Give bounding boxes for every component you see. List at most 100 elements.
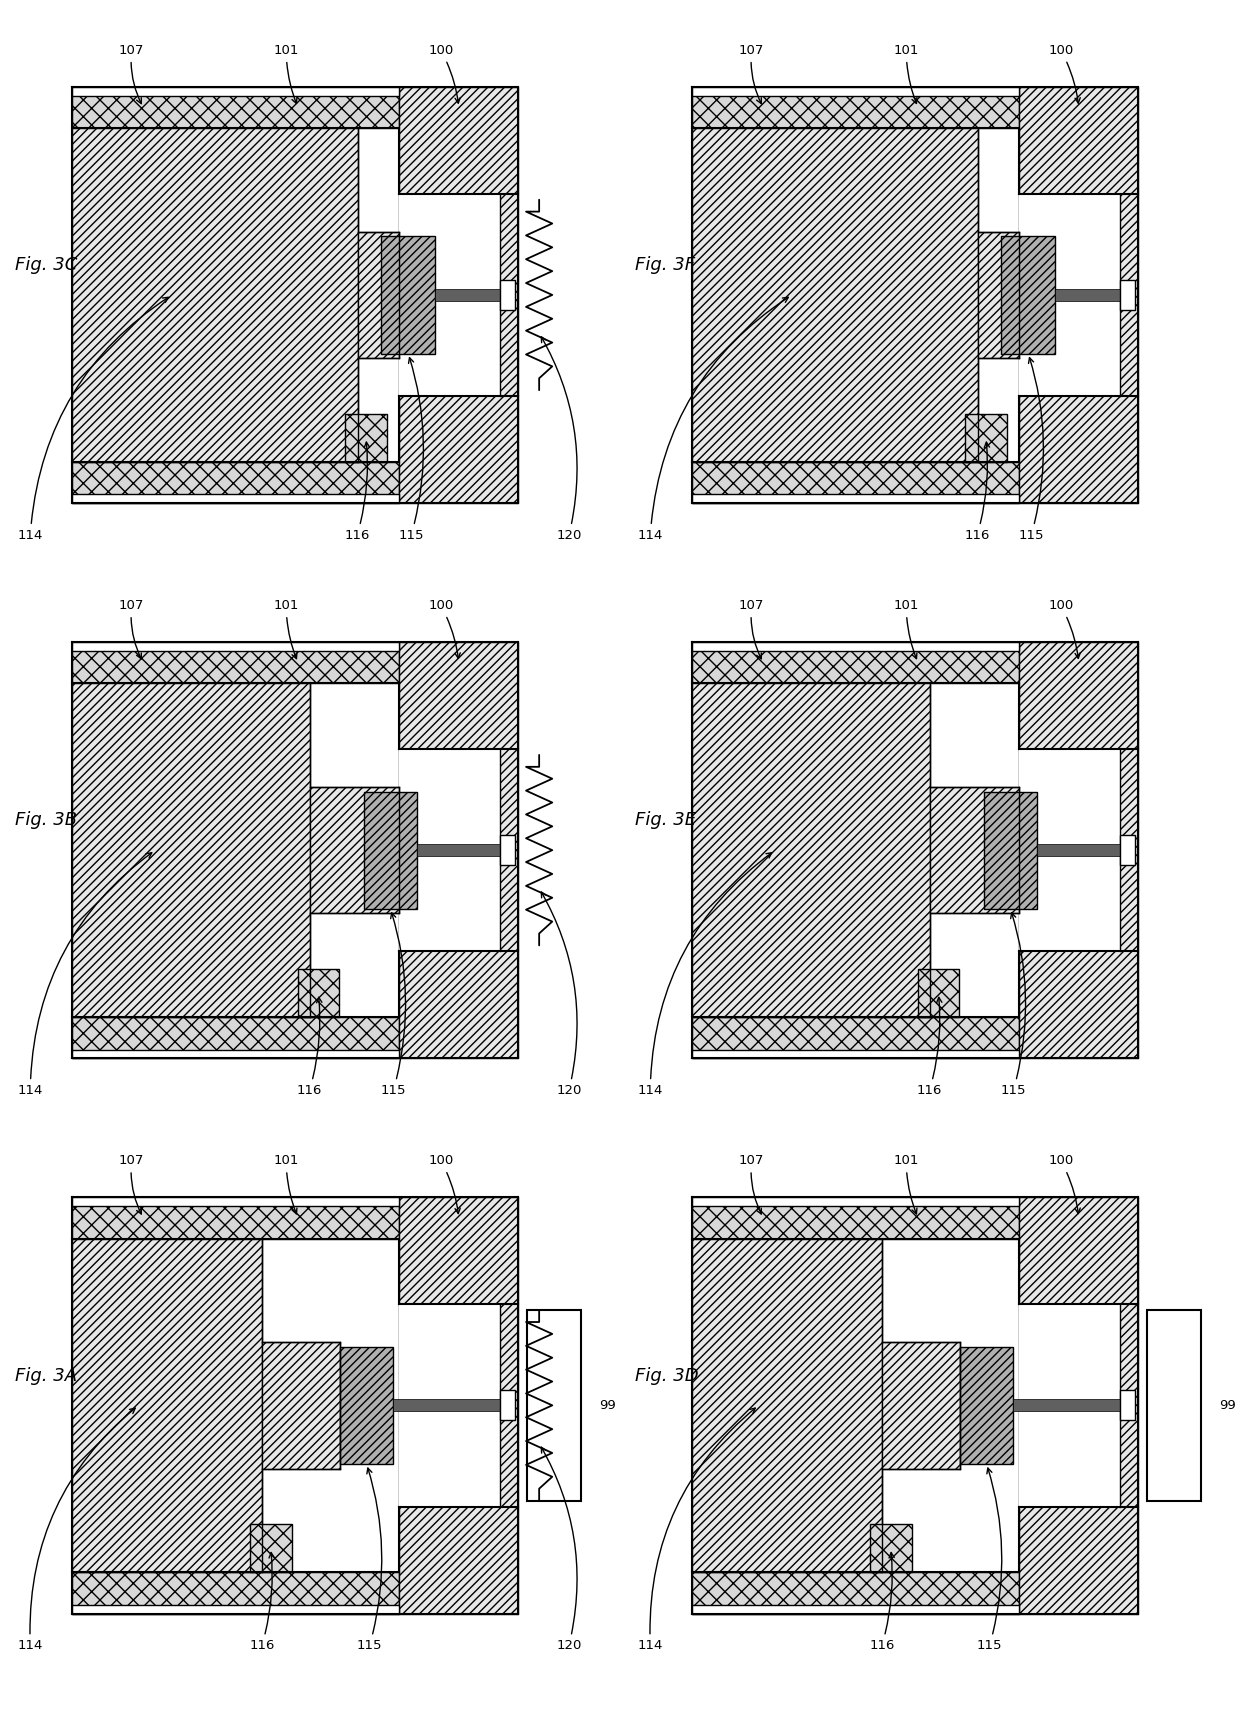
Bar xyxy=(1121,1390,1136,1421)
Text: 101: 101 xyxy=(274,1154,299,1214)
Bar xyxy=(357,231,399,359)
Bar xyxy=(72,642,399,684)
Text: 99: 99 xyxy=(599,1398,615,1412)
Text: 116: 116 xyxy=(869,1553,894,1652)
Text: 115: 115 xyxy=(1018,357,1044,541)
Text: 114: 114 xyxy=(17,852,151,1097)
Bar xyxy=(310,786,399,914)
Bar xyxy=(930,786,1019,914)
Bar xyxy=(692,1050,1019,1058)
Bar xyxy=(692,1197,1019,1206)
Bar xyxy=(298,970,340,1017)
Bar xyxy=(72,1239,263,1572)
Bar xyxy=(1121,835,1136,866)
Text: 107: 107 xyxy=(739,1154,764,1214)
Bar xyxy=(501,835,516,866)
Text: 101: 101 xyxy=(894,1154,919,1214)
Bar xyxy=(1055,290,1121,300)
Bar xyxy=(72,128,357,462)
Text: 100: 100 xyxy=(1048,43,1080,102)
Text: 107: 107 xyxy=(739,43,764,104)
Text: 116: 116 xyxy=(916,998,942,1097)
Bar xyxy=(1019,642,1138,1058)
Bar xyxy=(1019,87,1138,503)
Bar xyxy=(1121,279,1136,311)
Bar xyxy=(692,684,930,1017)
Text: 120: 120 xyxy=(542,1447,582,1652)
Bar xyxy=(692,1239,883,1572)
Bar xyxy=(692,1572,1019,1614)
Text: 115: 115 xyxy=(357,1468,382,1652)
Text: 100: 100 xyxy=(428,43,460,102)
Bar xyxy=(72,87,399,95)
Text: 107: 107 xyxy=(119,599,144,659)
Bar xyxy=(382,236,435,354)
Text: 114: 114 xyxy=(17,1409,135,1652)
Text: Fig. 3E: Fig. 3E xyxy=(635,812,697,829)
Text: Fig. 3B: Fig. 3B xyxy=(15,812,78,829)
Bar xyxy=(417,845,501,855)
Bar xyxy=(72,1572,399,1614)
Bar xyxy=(692,494,1019,503)
Bar xyxy=(72,462,399,503)
Bar xyxy=(965,415,1007,462)
Bar xyxy=(501,1390,516,1421)
Bar xyxy=(1019,750,1121,951)
Bar xyxy=(72,1197,399,1206)
Bar xyxy=(72,494,399,503)
Bar xyxy=(692,1197,1019,1239)
Text: 114: 114 xyxy=(17,297,169,541)
Bar xyxy=(501,279,516,311)
Text: 100: 100 xyxy=(1048,1154,1080,1213)
Bar xyxy=(399,642,518,1058)
Bar xyxy=(960,1346,1013,1464)
Bar xyxy=(692,87,1019,95)
Text: 107: 107 xyxy=(739,599,764,659)
Bar xyxy=(870,1525,911,1572)
Bar xyxy=(1002,236,1055,354)
Bar xyxy=(692,462,1019,503)
Bar xyxy=(393,1400,501,1411)
Text: 116: 116 xyxy=(249,1553,274,1652)
Text: 120: 120 xyxy=(542,337,582,541)
Bar xyxy=(692,642,1019,684)
Text: Fig. 3C: Fig. 3C xyxy=(15,257,78,274)
Text: Fig. 3A: Fig. 3A xyxy=(15,1367,78,1385)
Text: 100: 100 xyxy=(1048,599,1080,658)
Bar xyxy=(1147,1310,1200,1501)
Text: Fig. 3F: Fig. 3F xyxy=(635,257,696,274)
Text: 107: 107 xyxy=(119,43,144,104)
Bar xyxy=(72,684,310,1017)
Text: 115: 115 xyxy=(381,913,405,1097)
Text: 101: 101 xyxy=(274,599,299,659)
Text: 114: 114 xyxy=(637,1409,755,1652)
Bar xyxy=(918,970,960,1017)
Bar xyxy=(1013,1400,1121,1411)
Bar xyxy=(435,290,501,300)
Bar xyxy=(1019,1197,1138,1614)
Bar xyxy=(692,642,1019,651)
Text: 116: 116 xyxy=(296,998,322,1097)
Text: 116: 116 xyxy=(345,442,370,541)
Text: 115: 115 xyxy=(977,1468,1002,1652)
Text: 114: 114 xyxy=(637,297,789,541)
Text: 116: 116 xyxy=(965,442,990,541)
Bar xyxy=(1037,845,1121,855)
Bar xyxy=(1019,1305,1121,1506)
Text: 120: 120 xyxy=(542,892,582,1097)
Bar xyxy=(72,87,399,128)
Bar xyxy=(399,1197,518,1614)
Text: 107: 107 xyxy=(119,1154,144,1214)
Bar xyxy=(1019,194,1121,396)
Bar xyxy=(263,1341,340,1470)
Bar xyxy=(983,791,1037,909)
Bar xyxy=(692,1017,1019,1058)
Bar xyxy=(399,87,518,503)
Text: 99: 99 xyxy=(1219,1398,1235,1412)
Text: 100: 100 xyxy=(428,1154,460,1213)
Bar xyxy=(977,231,1019,359)
Bar xyxy=(692,1605,1019,1614)
Bar xyxy=(399,750,501,951)
Bar xyxy=(340,1346,393,1464)
Bar xyxy=(345,415,387,462)
